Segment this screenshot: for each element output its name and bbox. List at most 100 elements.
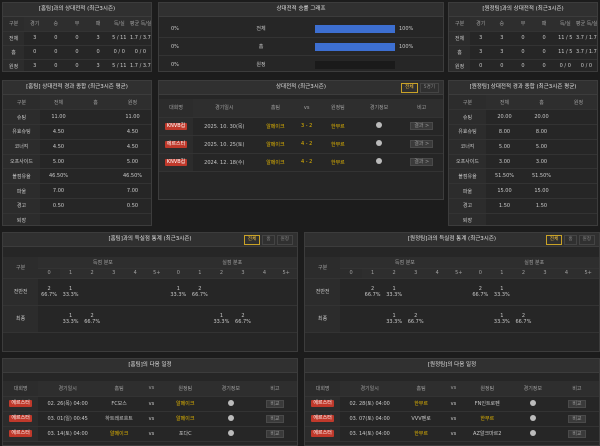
- cell: [208, 396, 253, 412]
- button[interactable]: 비교: [568, 414, 586, 423]
- cell-text: 포다C: [178, 431, 192, 437]
- cell: 슈팅: [3, 109, 40, 126]
- cell: 15.00: [486, 183, 523, 200]
- table: 대회명 경기일시 홈팀 vs 원정팀 경기정보 비고 KNVB컵 2025. 10. 30(목)…: [159, 99, 443, 172]
- graph-row: 0% 원정: [159, 56, 443, 71]
- info-icon[interactable]: [529, 414, 536, 421]
- cell-text: 슈팅: [16, 114, 27, 121]
- panel: [원정팀]과의 상대전적 (최근3시즌) 구분 경기 승 무 패 득/실 평균 득/실 전체 3 3…: [448, 2, 598, 72]
- button[interactable]: 비교: [568, 399, 586, 408]
- cell: 1.7 / 3.7: [129, 59, 151, 71]
- info-icon[interactable]: [376, 158, 383, 164]
- header-cell: 실점 분포: [469, 257, 599, 269]
- cell-text: 3: [479, 35, 483, 41]
- header-row: 대회명 경기일시 홈팀 vs 원정팀 경기정보 비고: [3, 381, 297, 397]
- title-text: [홈팀]의 다음 일정: [128, 362, 172, 368]
- cell: [560, 168, 597, 185]
- cell: 0: [512, 31, 534, 46]
- percent: 66.7%: [515, 318, 532, 325]
- cell: [77, 154, 114, 170]
- cell-text: 0 / 0: [134, 49, 147, 55]
- button[interactable]: 비교: [568, 429, 586, 438]
- title-text: [홈팀]과의 상대전적 (최근3시즌): [38, 6, 116, 12]
- cell: 알메이크: [255, 135, 296, 154]
- cell: 8.00: [486, 124, 523, 140]
- title-text: [원정팀]과의 득실점 통계 (최근3시즌): [407, 236, 497, 242]
- header-cell: 5+: [146, 268, 168, 279]
- tab[interactable]: 원정: [578, 235, 595, 245]
- cell: 4.50: [114, 139, 151, 155]
- cell: [510, 411, 555, 427]
- info-icon[interactable]: [529, 429, 536, 436]
- cell-text: 홈: [457, 49, 462, 56]
- cell: 홈: [3, 45, 25, 60]
- info-icon[interactable]: [529, 399, 536, 406]
- tab[interactable]: 홈: [564, 235, 577, 245]
- cell-text: 슈팅: [462, 114, 473, 121]
- percent: 66.7%: [364, 291, 381, 298]
- count: 2: [478, 285, 482, 292]
- cell: 46.50%: [114, 168, 151, 185]
- panel: [홈팀]의 다음 일정 대회명 경기일시 홈팀 vs 원정팀 경기정보 비고 에르스터 02. 2…: [2, 358, 298, 446]
- cell: FN인트로펜: [463, 396, 511, 412]
- cell-text: 1.50: [535, 202, 548, 209]
- header-cell: 경기정보: [208, 381, 253, 397]
- cell-text: 8.00: [498, 128, 511, 135]
- button[interactable]: 비교: [266, 399, 284, 408]
- info-icon[interactable]: [227, 399, 234, 406]
- row: 에르스터 03. 01(일) 00:45 하트레르흐트 vs 알메이크 비교: [3, 411, 297, 427]
- tab[interactable]: 홈: [262, 235, 275, 245]
- cell-text: 5.00: [498, 143, 511, 150]
- cell-text: 0: [54, 63, 58, 69]
- button[interactable]: 비교: [266, 414, 284, 423]
- button[interactable]: 비교: [266, 429, 284, 438]
- cell: [560, 124, 597, 140]
- header-row: 대회명 경기일시 홈팀 vs 원정팀 경기정보 비고: [159, 99, 443, 118]
- button[interactable]: 결과 >: [410, 122, 434, 130]
- cell: 결과 >: [400, 135, 443, 154]
- cell: [577, 305, 599, 333]
- cell-text: 3.7 / 1.7: [576, 35, 597, 41]
- team: 알메이크: [176, 401, 195, 407]
- info-icon[interactable]: [227, 414, 234, 421]
- cell: 1 33.3%: [491, 305, 513, 333]
- tab[interactable]: 5경기: [419, 83, 439, 93]
- button[interactable]: 결과 >: [410, 158, 434, 166]
- cell: FC모스: [97, 396, 142, 412]
- table: 구분 전체 홈 원정 슈팅 11.00 11.00 유효슈팅 4.50 4.50 코너킥 4.50 4.…: [3, 95, 151, 225]
- cell: [448, 305, 470, 333]
- cell-text: 03. 14(토) 04:00: [47, 431, 88, 437]
- button[interactable]: 결과 >: [410, 140, 434, 148]
- cell: [512, 278, 535, 306]
- info-icon[interactable]: [376, 122, 383, 128]
- tab[interactable]: 전체: [243, 235, 261, 245]
- cell: 에르스터: [3, 411, 39, 427]
- cell-text: 원정: [454, 63, 465, 70]
- info-icon[interactable]: [376, 140, 383, 146]
- header-cell: 홈팀: [399, 381, 444, 397]
- tab[interactable]: 전체: [545, 235, 563, 245]
- right-rate: 100%: [399, 25, 414, 32]
- cell: 3: [24, 31, 46, 46]
- count: 2: [241, 312, 245, 319]
- bar-track: [315, 24, 395, 33]
- league-badge: 에르스터: [164, 140, 188, 148]
- cell-text: 20.00: [534, 114, 549, 121]
- row: 경고 0.50 0.50: [3, 198, 151, 214]
- cell-text: 0 / 0: [580, 63, 593, 69]
- cell: KNVB컵: [159, 117, 194, 136]
- tab[interactable]: 전체: [401, 83, 418, 93]
- header-cell: 4: [253, 268, 276, 279]
- tab[interactable]: 원정: [276, 235, 293, 245]
- cell-text: 0: [542, 35, 546, 41]
- header-cell: 전체: [486, 95, 523, 111]
- cell-text: 5 / 11: [112, 63, 127, 69]
- score: 4 - 2: [300, 159, 313, 165]
- cell-text: 3: [479, 49, 483, 55]
- header-cell: 4: [124, 268, 146, 279]
- info-icon[interactable]: [227, 429, 234, 436]
- cell-text: 원정: [8, 63, 19, 70]
- cell: [208, 426, 253, 442]
- team: 한부르: [480, 416, 495, 422]
- header-cell: 2: [81, 268, 103, 279]
